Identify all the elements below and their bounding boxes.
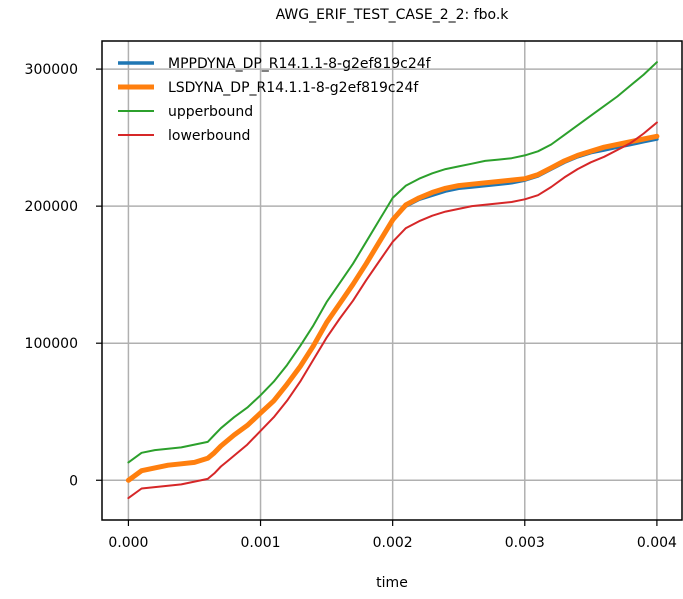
legend-label: lowerbound: [168, 128, 250, 144]
plot-frame: [101, 40, 683, 521]
series-line-LSDYNA_DP_R14.1.1-8-g2ef819c24f: [125, 133, 660, 483]
series-line-upperbound: [127, 61, 658, 464]
x-axis-label: time: [376, 575, 408, 591]
x-tick-label: 0.004: [637, 535, 677, 551]
series-line-lowerbound: [127, 121, 658, 500]
y-tick-label: 200000: [25, 199, 78, 215]
y-tick-label: 0: [69, 473, 78, 489]
x-tick-label: 0.001: [240, 535, 280, 551]
y-axis-ticks: 0 100000 200000 300000: [25, 62, 102, 489]
legend: MPPDYNA_DP_R14.1.1-8-g2ef819c24f LSDYNA_D…: [118, 56, 432, 144]
y-tick-label: 300000: [25, 62, 78, 78]
y-tick-label: 100000: [25, 336, 78, 352]
chart-title: AWG_ERIF_TEST_CASE_2_2: fbo.k: [276, 7, 510, 23]
legend-label: MPPDYNA_DP_R14.1.1-8-g2ef819c24f: [168, 56, 432, 72]
x-tick-label: 0.002: [373, 535, 413, 551]
legend-label: LSDYNA_DP_R14.1.1-8-g2ef819c24f: [168, 80, 419, 96]
series-lines: [125, 61, 660, 500]
legend-label: upperbound: [168, 104, 253, 120]
x-axis-ticks: 0.000 0.001 0.002 0.003 0.004: [108, 520, 677, 551]
x-tick-label: 0.000: [108, 535, 148, 551]
x-tick-label: 0.003: [505, 535, 545, 551]
